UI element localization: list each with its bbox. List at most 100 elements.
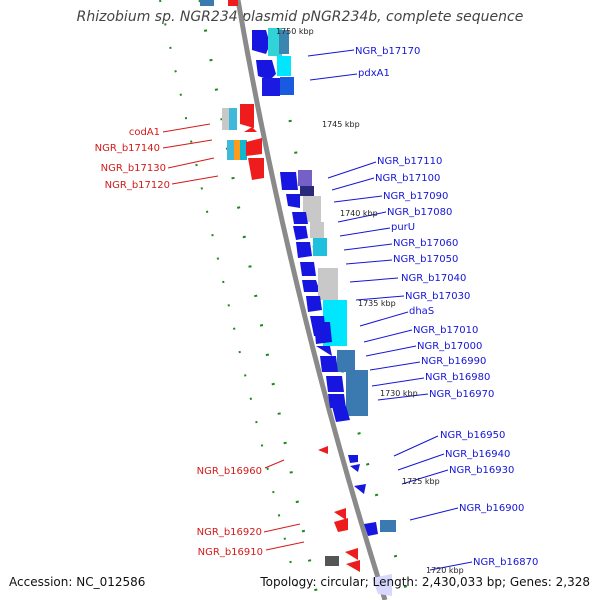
- gene-arrow: [302, 280, 320, 292]
- gene-arrow: [286, 194, 300, 208]
- reverse-genes: [222, 104, 360, 572]
- gene-block: [380, 520, 396, 532]
- gene-block: [222, 108, 232, 130]
- gene-block: [227, 140, 235, 160]
- gene-block: [303, 196, 321, 222]
- gene-block: [346, 370, 368, 416]
- gene-arrow: [240, 104, 254, 128]
- gene-label: NGR_b17040: [401, 273, 466, 284]
- gene-label: NGR_b16990: [421, 356, 486, 367]
- gene-label: NGR_b16940: [445, 449, 510, 460]
- gene-label: codA1: [129, 127, 160, 138]
- tick-1735: 1735 kbp: [358, 299, 396, 308]
- gene-label: pdxA1: [358, 68, 390, 79]
- gene-block: [262, 78, 280, 96]
- gene-block: [268, 28, 282, 56]
- gene-block: [234, 140, 242, 160]
- gene-arrow: [320, 356, 338, 372]
- gene-block: [318, 268, 338, 300]
- gene-arrow: [348, 455, 358, 463]
- gene-arrow: [328, 394, 346, 408]
- gene-label: NGR_b17080: [387, 207, 452, 218]
- tick-labels: 1750 kbp 1745 kbp 1740 kbp 1735 kbp 1730…: [276, 27, 464, 575]
- gene-label: NGR_b17060: [393, 238, 458, 249]
- gene-label: purU: [391, 222, 415, 233]
- gene-block: [325, 556, 339, 566]
- gene-label: NGR_b16870: [473, 557, 538, 568]
- gene-label: NGR_b16920: [197, 527, 262, 538]
- gene-label: NGR_b17010: [413, 325, 478, 336]
- gene-label: NGR_b17110: [377, 156, 442, 167]
- gene-block: [277, 56, 291, 76]
- gene-arrow: [346, 560, 360, 572]
- gene-label: NGR_b17130: [101, 163, 166, 174]
- gene-arrow: [252, 30, 270, 54]
- gene-block: [279, 30, 289, 54]
- gene-arrow: [248, 158, 264, 180]
- gene-label: dhaS: [409, 306, 434, 317]
- gene-arrow: [364, 522, 378, 536]
- gene-arrow: [292, 212, 308, 224]
- outer-guide-arc: [198, 0, 320, 600]
- gene-label: NGR_b16970: [429, 389, 494, 400]
- gene-arrow: [246, 138, 262, 156]
- gene-arrow: [326, 376, 344, 392]
- forward-gene-labels: NGR_b17170 pdxA1 NGR_b17110 NGR_b17100 N…: [355, 46, 538, 568]
- gene-arrow: [354, 484, 366, 494]
- gene-label: NGR_b17050: [393, 254, 458, 265]
- gene-label: NGR_b16960: [197, 466, 262, 477]
- gene-arrow: [256, 60, 276, 80]
- tick-1740: 1740 kbp: [340, 209, 378, 218]
- gene-block: [228, 0, 238, 6]
- gene-arrow: [296, 242, 312, 258]
- reverse-leaders: [162, 123, 305, 551]
- gene-label: NGR_b16910: [198, 547, 263, 558]
- gene-arrow: [300, 262, 316, 276]
- gene-label: NGR_b16900: [459, 503, 524, 514]
- outer-ring-arc: [159, 0, 301, 600]
- forward-leaders: [307, 49, 473, 571]
- gene-label: NGR_b17120: [105, 180, 170, 191]
- gene-block: [313, 238, 327, 256]
- gene-arrow: [318, 446, 328, 454]
- forward-genes: [200, 0, 396, 596]
- gene-label: NGR_b17030: [405, 291, 470, 302]
- gene-arrow: [334, 508, 346, 520]
- gene-label: NGR_b16980: [425, 372, 490, 383]
- genome-backbone: [235, 0, 388, 600]
- gene-arrow: [345, 548, 358, 560]
- gene-block: [310, 222, 324, 238]
- gene-arrow: [314, 322, 332, 344]
- tick-1720: 1720 kbp: [426, 566, 464, 575]
- gene-block: [229, 108, 237, 130]
- gene-arrow: [334, 518, 348, 532]
- gene-label: NGR_b16930: [449, 465, 514, 476]
- gene-block: [280, 77, 294, 95]
- gene-label: NGR_b17140: [95, 143, 160, 154]
- accession-label: Accession: NC_012586: [9, 575, 146, 589]
- gene-arrow: [350, 464, 360, 472]
- gene-block: [240, 140, 247, 160]
- gene-arrow: [332, 406, 350, 422]
- sequence-summary: Topology: circular; Length: 2,430,033 bp…: [260, 575, 590, 589]
- gene-label: NGR_b17100: [375, 173, 440, 184]
- gene-label: NGR_b17000: [417, 341, 482, 352]
- tick-1745: 1745 kbp: [322, 120, 360, 129]
- tick-1725: 1725 kbp: [402, 477, 440, 486]
- reverse-gene-labels: codA1 NGR_b17140 NGR_b17130 NGR_b17120 N…: [95, 127, 263, 558]
- tick-1750: 1750 kbp: [276, 27, 314, 36]
- gene-arrow: [372, 574, 392, 596]
- gene-block: [298, 170, 312, 186]
- gene-label: NGR_b17090: [383, 191, 448, 202]
- map-title: Rhizobium sp. NGR234 plasmid pNGR234b, c…: [76, 9, 524, 25]
- gene-label: NGR_b16950: [440, 430, 505, 441]
- gene-block: [337, 350, 355, 372]
- gene-block: [300, 186, 314, 196]
- gene-arrow: [306, 296, 322, 312]
- gene-arrow: [280, 172, 298, 190]
- gene-label: NGR_b17170: [355, 46, 420, 57]
- gene-arrow: [293, 226, 308, 240]
- gene-arrow: [244, 127, 257, 132]
- gene-block: [200, 0, 214, 6]
